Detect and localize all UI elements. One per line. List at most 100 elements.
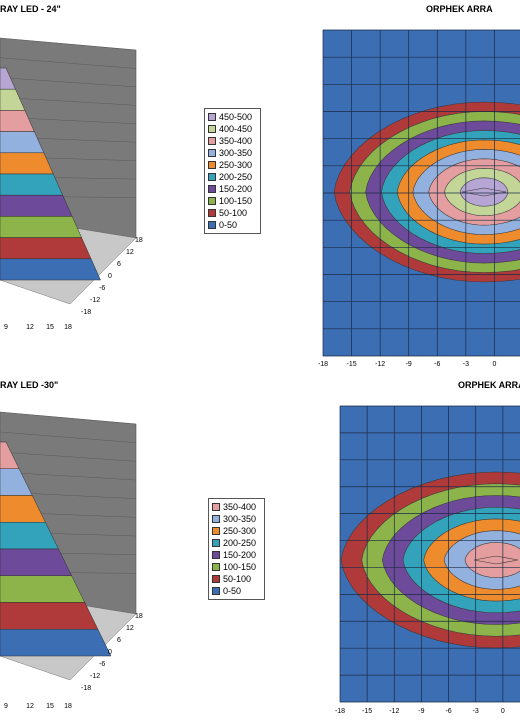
- legend-label: 200-250: [223, 538, 257, 548]
- x-tick-label: -12: [375, 361, 385, 368]
- heatmap-grid: [322, 29, 520, 357]
- x-tick-label: -15: [362, 708, 372, 715]
- wall-grid: [0, 431, 137, 443]
- wall-grid: [0, 471, 137, 481]
- legend-label: 350-400: [223, 502, 257, 512]
- chart-title-top-left: RAY LED - 24": [0, 4, 61, 14]
- chart-title-bottom-left: RAY LED -30": [0, 380, 59, 390]
- legend-label: 150-200: [223, 550, 257, 560]
- y-tick-label: -18: [81, 309, 91, 316]
- wall-grid: [0, 77, 137, 88]
- surface-band: [0, 216, 82, 238]
- legend-item: 200-250: [212, 537, 260, 549]
- legend-swatch: [208, 185, 216, 193]
- chart-title-bottom-right: ORPHEK ARRA: [458, 380, 520, 390]
- legend-item: 150-200: [208, 183, 256, 195]
- legend-swatch: [212, 563, 220, 571]
- y-tick-label: -6: [99, 285, 105, 292]
- surface-band: [0, 602, 99, 630]
- legend-label: 0-50: [223, 586, 242, 596]
- y-tick-label: -18: [81, 685, 91, 692]
- legend-item: 300-350: [212, 513, 260, 525]
- heatmap-contours: [340, 471, 520, 649]
- legend-label: 100-150: [219, 196, 253, 206]
- surface-band: [0, 194, 73, 217]
- heatmap-grid: [339, 405, 520, 703]
- legend-item: 200-250: [208, 171, 256, 183]
- y-tick-label: -6: [99, 661, 105, 668]
- x-tick-label: -18: [318, 361, 328, 368]
- x-tick-label: -9: [418, 708, 424, 715]
- y-tick-label: 18: [135, 237, 143, 244]
- legend-item: 50-100: [208, 207, 256, 219]
- surface-band: [0, 173, 64, 196]
- legend-label: 50-100: [223, 574, 252, 584]
- x-tick-label: 12: [26, 324, 34, 331]
- wall-grid: [0, 97, 137, 106]
- x-tick-label: 15: [46, 324, 54, 331]
- x-tick-label: 9: [4, 703, 8, 710]
- y-tick-label: 6: [117, 261, 121, 268]
- x-tick-label: -6: [434, 361, 440, 368]
- y-tick-label: 18: [135, 613, 143, 620]
- legend-item: 400-450: [208, 123, 256, 135]
- x-tick-label: 18: [64, 324, 72, 331]
- legend-swatch: [212, 551, 220, 559]
- legend-swatch: [208, 173, 216, 181]
- legend-label: 250-300: [219, 160, 253, 170]
- legend-item: 0-50: [208, 219, 256, 231]
- legend-bottom: 350-400 300-350 250-300 200-250 150-200 100-1…: [208, 498, 265, 600]
- surface-band: [0, 152, 54, 175]
- legend-label: 0-50: [219, 220, 238, 230]
- legend-label: 150-200: [219, 184, 253, 194]
- x-tick-label: 0: [492, 361, 496, 368]
- legend-item: 300-350: [208, 147, 256, 159]
- legend-label: 100-150: [223, 562, 257, 572]
- x-tick-label: -18: [335, 708, 345, 715]
- legend-label: 400-450: [219, 124, 253, 134]
- legend-swatch: [208, 221, 216, 229]
- legend-label: 200-250: [219, 172, 253, 182]
- surface-plot: [0, 411, 137, 681]
- y-tick-label: 12: [126, 625, 134, 632]
- legend-item: 450-500: [208, 111, 256, 123]
- x-tick-label: -15: [347, 361, 357, 368]
- legend-item: 50-100: [212, 573, 260, 585]
- y-tick-label: 6: [117, 637, 121, 644]
- y-tick-label: 12: [126, 249, 134, 256]
- legend-swatch: [212, 527, 220, 535]
- y-tick-label: 0: [108, 273, 112, 280]
- center-peak: [461, 187, 507, 197]
- legend-item: 250-300: [208, 159, 256, 171]
- legend-item: 100-150: [208, 195, 256, 207]
- legend-swatch: [212, 539, 220, 547]
- legend-swatch: [208, 125, 216, 133]
- legend-label: 250-300: [223, 526, 257, 536]
- legend-item: 350-400: [212, 501, 260, 513]
- legend-label: 50-100: [219, 208, 248, 218]
- legend-label: 350-400: [219, 136, 253, 146]
- surface-band: [0, 258, 101, 281]
- x-tick-label: 15: [46, 703, 54, 710]
- x-tick-label: 9: [4, 324, 8, 331]
- x-tick-label: 12: [26, 703, 34, 710]
- chart-title-top-right: ORPHEK ARRA: [426, 4, 493, 14]
- surface-band: [0, 629, 112, 657]
- legend-swatch: [208, 161, 216, 169]
- legend-item: 250-300: [212, 525, 260, 537]
- legend-item: 0-50: [212, 585, 260, 597]
- x-tick-label: -9: [406, 361, 412, 368]
- legend-swatch: [208, 197, 216, 205]
- legend-swatch: [208, 113, 216, 121]
- legend-label: 300-350: [219, 148, 253, 158]
- legend-swatch: [208, 149, 216, 157]
- legend-item: 350-400: [208, 135, 256, 147]
- wall-grid: [0, 57, 137, 69]
- x-tick-label: 18: [64, 703, 72, 710]
- x-tick-label: -6: [445, 708, 451, 715]
- legend-item: 100-150: [212, 561, 260, 573]
- legend-item: 150-200: [212, 549, 260, 561]
- surface-band: [0, 237, 92, 260]
- legend-label: 300-350: [223, 514, 257, 524]
